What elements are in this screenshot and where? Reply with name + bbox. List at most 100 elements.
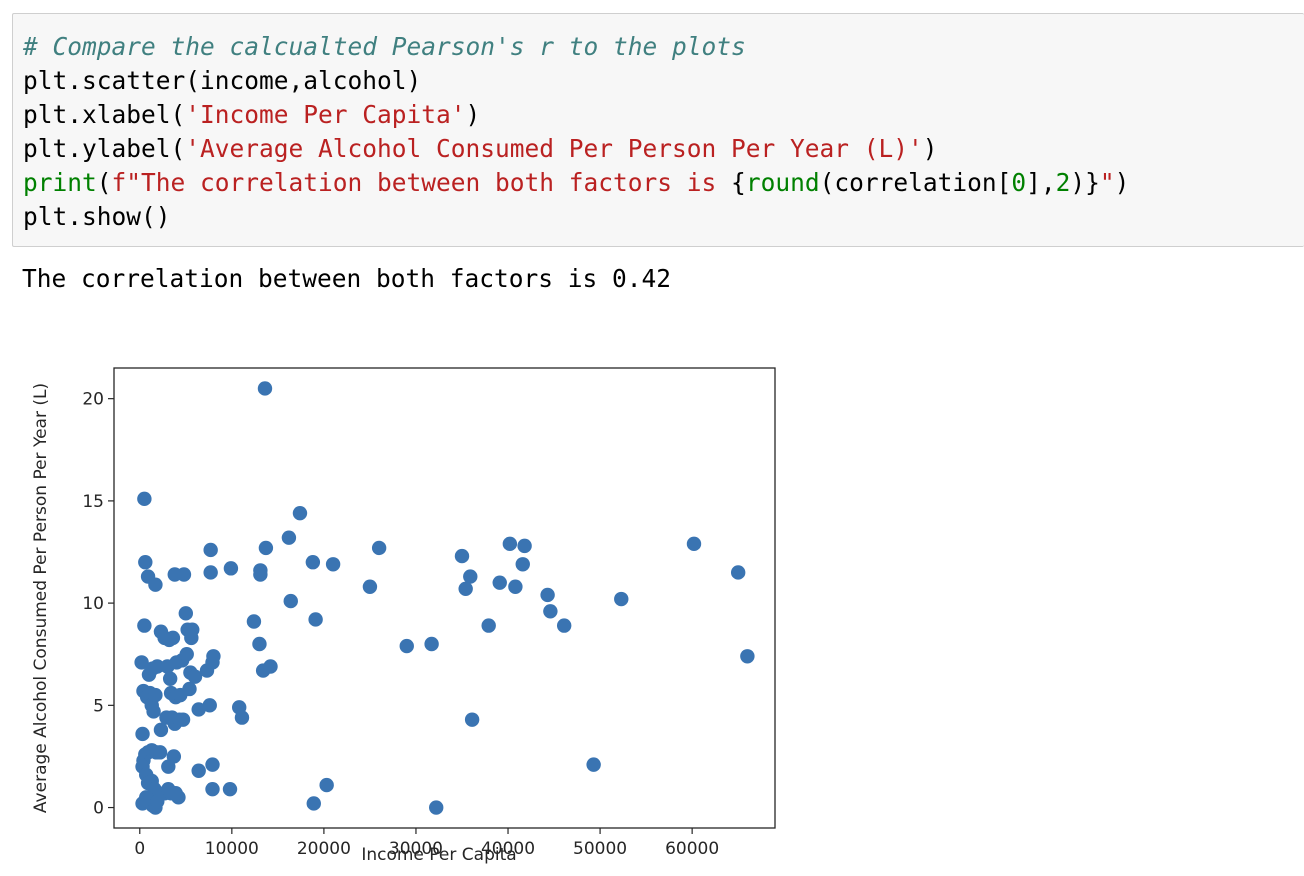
code-line: # Compare the calcualted Pearson's r to … [23, 30, 1129, 64]
scatter-point [556, 618, 572, 633]
scatter-point [146, 704, 161, 719]
scatter-point [454, 548, 470, 564]
code-token: )} [1070, 168, 1100, 197]
scatter-point [134, 655, 149, 670]
scatter-point [202, 698, 217, 713]
code-token: ], [1026, 168, 1056, 197]
scatter-point [306, 796, 321, 811]
scatter-point [222, 781, 238, 797]
scatter-point [263, 659, 278, 674]
scatter-point [246, 614, 262, 629]
scatter-point [191, 702, 206, 717]
code-line: plt.scatter(income,alcohol) [23, 64, 1129, 98]
scatter-point [203, 565, 218, 580]
scatter-point [253, 567, 268, 582]
scatter-point [148, 577, 163, 592]
scatter-point [543, 604, 558, 619]
scatter-point [730, 565, 746, 580]
scatter-point [205, 781, 220, 797]
scatter-point [371, 540, 387, 556]
scatter-point [168, 786, 183, 801]
scatter-point [161, 759, 176, 774]
scatter-point [182, 681, 197, 697]
scatter-point [162, 671, 178, 686]
scatter-point [152, 745, 168, 760]
scatter-point [138, 555, 153, 570]
code-line: plt.ylabel('Average Alcohol Consumed Per… [23, 132, 1129, 166]
scatter-point [481, 618, 496, 633]
scatter-point [178, 606, 194, 621]
scatter-point [148, 687, 163, 703]
code-cell-input[interactable]: # Compare the calcualted Pearson's r to … [12, 13, 1304, 247]
y-tick-label: 10 [82, 594, 104, 614]
scatter-point [540, 587, 555, 603]
code-token: 'Income Per Capita' [185, 100, 466, 129]
x-tick-label: 50000 [573, 839, 627, 859]
y-tick-label: 15 [82, 492, 104, 512]
x-tick-label: 20000 [297, 839, 351, 859]
scatter-point [325, 557, 341, 572]
scatter-point [362, 579, 378, 594]
scatter-point [283, 593, 298, 609]
code-token: print [23, 168, 97, 197]
cell-output-text: The correlation between both factors is … [22, 264, 672, 293]
scatter-point [399, 638, 414, 654]
scatter-point [517, 538, 532, 554]
scatter-point [150, 659, 165, 674]
scatter-point [281, 530, 297, 545]
scatter-point [176, 567, 192, 582]
code-token: 'Average Alcohol Consumed Per Person Per… [185, 134, 923, 163]
scatter-point [463, 569, 478, 584]
scatter-point [308, 612, 323, 627]
x-tick-label: 0 [134, 839, 145, 859]
code-token: plt.show() [23, 202, 171, 231]
code-token: (correlation[ [819, 168, 1012, 197]
code-token: plt.ylabel( [23, 134, 186, 163]
code-token: ) [922, 134, 938, 163]
code-line: plt.xlabel('Income Per Capita') [23, 98, 1129, 132]
scatter-point [223, 561, 239, 576]
scatter-point [184, 630, 199, 646]
scatter-point [429, 800, 444, 815]
y-tick-label: 0 [93, 799, 104, 819]
code-token: { [731, 168, 746, 197]
code-line: plt.show() [23, 200, 1129, 234]
code-token: plt.scatter(income,alcohol) [23, 66, 422, 95]
scatter-point [424, 636, 439, 652]
scatter-point [135, 726, 150, 742]
x-axis-label: Income Per Capita [361, 845, 516, 865]
code-token: plt.xlabel( [23, 100, 186, 129]
scatter-point [458, 581, 473, 596]
scatter-point [258, 540, 274, 556]
scatter-point [203, 542, 218, 558]
scatter-point [686, 536, 702, 552]
x-tick-label: 10000 [205, 839, 259, 859]
code-token: round [745, 168, 820, 197]
scatter-point [137, 491, 152, 507]
scatter-point [206, 649, 221, 664]
x-tick-label: 30000 [389, 839, 443, 859]
code-token: ) [465, 100, 481, 129]
y-tick-label: 5 [93, 696, 104, 716]
code-token: ) [1114, 168, 1130, 197]
code-token: f"The correlation between both factors i… [111, 168, 732, 197]
y-tick-label: 20 [82, 390, 104, 410]
x-tick-label: 60000 [665, 839, 719, 859]
scatter-chart: 0 10000 20000 30000 40000 50000 60000 0 5 10 15 20… [31, 367, 776, 865]
code-token: " [1099, 168, 1115, 197]
scatter-point [515, 557, 530, 572]
scatter-point [191, 763, 206, 778]
scatter-point [305, 555, 321, 570]
scatter-point [175, 712, 191, 727]
scatter-point [464, 712, 480, 727]
scatter-point [205, 757, 220, 772]
scatter-point [153, 722, 169, 738]
scatter-point [252, 636, 267, 652]
scatter-point [492, 575, 507, 590]
scatter-point [257, 381, 273, 396]
scatter-point [586, 757, 601, 772]
scatter-point [179, 647, 194, 662]
scatter-point [319, 777, 334, 793]
code-editor[interactable]: # Compare the calcualted Pearson's r to … [23, 30, 1129, 234]
code-token: 2 [1055, 168, 1071, 197]
